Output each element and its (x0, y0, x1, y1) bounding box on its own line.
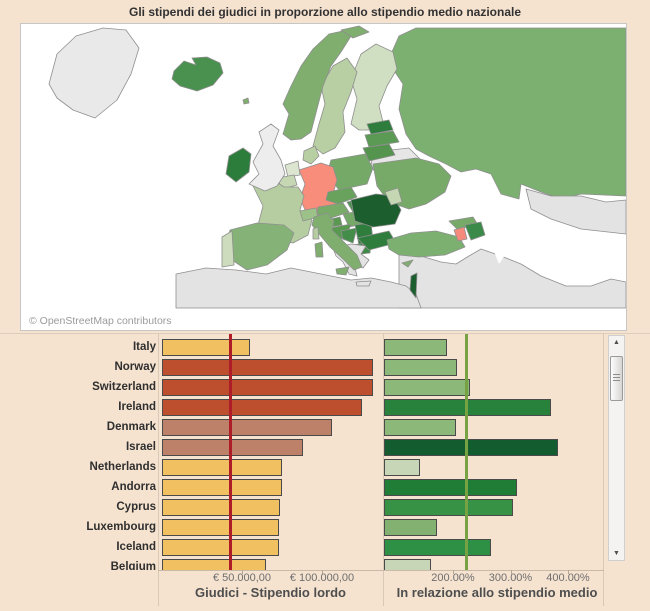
page-title: Gli stipendi dei giudici in proporzione … (128, 5, 522, 19)
country-label[interactable]: Iceland (116, 540, 156, 553)
country-label[interactable]: Denmark (106, 420, 156, 433)
country-label[interactable]: Andorra (111, 480, 156, 493)
map-country-portugal[interactable] (221, 230, 235, 268)
axis-tick-label: 300.00% (488, 572, 533, 584)
country-label[interactable]: Netherlands (89, 460, 156, 473)
salary-bar[interactable] (162, 398, 362, 416)
map-country-denmark[interactable] (302, 145, 320, 165)
axis-title-ratio: In relazione allo stipendio medio (396, 585, 598, 600)
map-country-kazakhstan[interactable] (525, 188, 626, 235)
country-label[interactable]: Belgium (110, 560, 156, 571)
salary-bar[interactable] (162, 338, 250, 356)
salary-bar[interactable] (162, 418, 332, 436)
country-label[interactable]: Norway (114, 360, 156, 373)
axis-tick-mark (242, 570, 243, 574)
salary-bar[interactable] (162, 478, 282, 496)
salary-bar[interactable] (162, 458, 282, 476)
ratio-bar[interactable] (384, 358, 458, 376)
map-island-sardinia[interactable] (314, 241, 324, 258)
axis-tick-label: € 50.000,00 (212, 572, 272, 584)
country-label[interactable]: Switzerland (92, 380, 156, 393)
map-country-united-kingdom[interactable] (248, 123, 286, 192)
europe-choropleth-map[interactable]: © OpenStreetMap contributors (20, 23, 627, 331)
country-label[interactable]: Italy (132, 340, 156, 353)
map-country-israel[interactable] (409, 272, 418, 299)
map-region-middle-east[interactable] (398, 248, 626, 309)
map-island-cyprus[interactable] (401, 259, 414, 268)
map-country-azerbaijan[interactable] (464, 221, 486, 241)
axis-tick-mark (510, 570, 512, 574)
map-country-romania[interactable] (350, 193, 402, 228)
map-country-armenia[interactable] (453, 226, 468, 242)
map-black-sea (423, 196, 499, 229)
salary-bar[interactable] (162, 498, 281, 516)
map-country-russia[interactable] (390, 27, 626, 200)
map-country-netherlands[interactable] (284, 160, 301, 178)
map-country-italy[interactable] (311, 212, 363, 271)
map-country-czechia[interactable] (325, 186, 358, 205)
scroll-up-icon[interactable]: ▲ (613, 339, 620, 346)
salary-bar[interactable] (162, 378, 374, 396)
map-region-north-africa[interactable] (175, 267, 422, 309)
country-label[interactable]: Luxembourg (86, 520, 156, 533)
axis-tick-label: 200.00% (431, 572, 475, 584)
axis-tick-mark (453, 570, 454, 574)
salary-reference-line (229, 334, 233, 570)
scrollbar-thumb[interactable] (610, 356, 623, 401)
map-islands-faroe[interactable] (242, 97, 250, 105)
panel-border-middle (383, 333, 384, 606)
map-country-turkey[interactable] (386, 230, 466, 258)
ratio-bar[interactable] (384, 418, 456, 436)
axis-tick-mark (568, 570, 569, 574)
vertical-scrollbar[interactable]: ▲ ▼ (608, 335, 625, 561)
axis-title-salary: Giudici - Stipendio lordo (195, 585, 346, 600)
map-island-crete[interactable] (355, 280, 372, 287)
salary-bar[interactable] (162, 438, 303, 456)
ratio-bar[interactable] (384, 338, 448, 356)
x-axis-line (158, 570, 604, 571)
map-country-bosnia[interactable] (340, 227, 358, 244)
map-country-latvia[interactable] (364, 130, 400, 148)
country-label[interactable]: Cyprus (116, 500, 156, 513)
axis-tick-mark (322, 570, 323, 574)
map-canvas[interactable] (21, 24, 626, 330)
map-country-ireland[interactable] (225, 147, 252, 183)
osm-attribution: © OpenStreetMap contributors (27, 315, 174, 327)
map-country-moldova[interactable] (384, 187, 403, 206)
ratio-reference-line (465, 334, 469, 570)
scroll-down-icon[interactable]: ▼ (613, 550, 620, 557)
map-country-lithuania[interactable] (362, 143, 396, 162)
map-country-iceland[interactable] (171, 56, 224, 92)
ratio-bar[interactable] (384, 378, 471, 396)
ratio-bar[interactable] (384, 538, 491, 556)
country-label[interactable]: Israel (125, 440, 156, 453)
ratio-bar[interactable] (384, 498, 513, 516)
axis-tick-label: € 100.000,00 (289, 572, 355, 584)
ratio-bar[interactable] (384, 458, 421, 476)
ratio-bar[interactable] (384, 438, 559, 456)
map-islands-svalbard[interactable] (340, 25, 370, 39)
map-caspian-sea (489, 194, 513, 264)
salary-bar[interactable] (162, 358, 374, 376)
bar-chart-rows: Italy Norway Switzerland Ireland Denmark Isra… (0, 333, 650, 570)
salary-bar[interactable] (162, 518, 279, 536)
map-island-sicily[interactable] (335, 266, 350, 276)
map-country-estonia[interactable] (366, 119, 394, 135)
axis-tick-label: 400.00% (546, 572, 590, 584)
panel-border-right (603, 333, 604, 606)
ratio-bar[interactable] (384, 518, 437, 536)
map-country-spain[interactable] (226, 222, 295, 271)
map-country-finland[interactable] (350, 43, 398, 131)
ratio-bar[interactable] (384, 478, 517, 496)
scrollbar-grip-icon (613, 374, 620, 382)
country-label[interactable]: Ireland (118, 400, 156, 413)
salary-bar[interactable] (162, 558, 266, 570)
salary-bar[interactable] (162, 538, 279, 556)
ratio-bar[interactable] (384, 558, 432, 570)
map-country-greenland[interactable] (48, 27, 140, 119)
map-island-corsica[interactable] (312, 226, 320, 240)
panel-border-left (158, 333, 159, 606)
